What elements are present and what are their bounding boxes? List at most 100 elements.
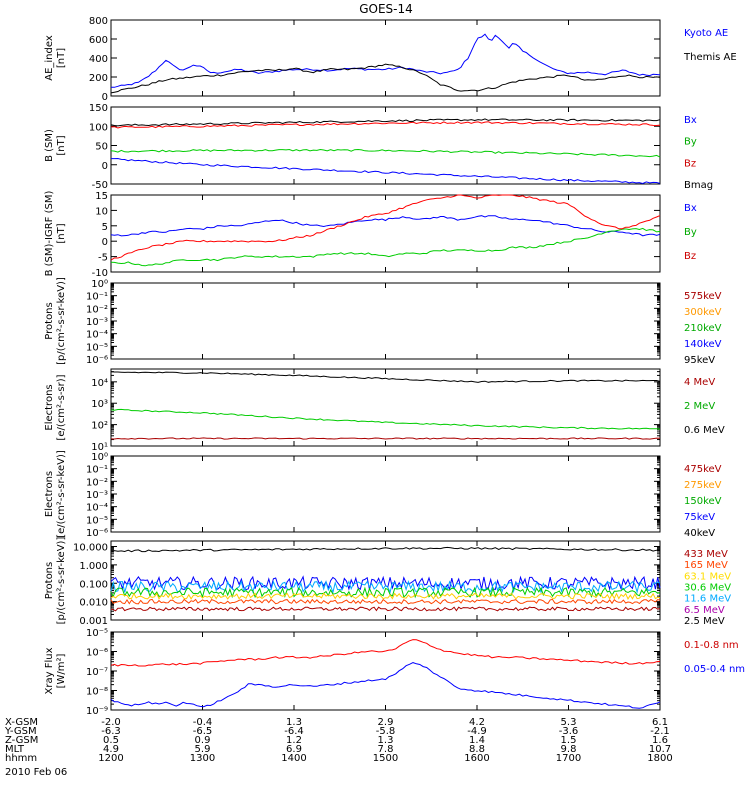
panel-frame [110, 631, 661, 711]
y-tick-label: 10⁻² [86, 304, 108, 315]
y-tick-label: 0 [102, 92, 108, 103]
legend-entry: 2 MeV [684, 401, 715, 412]
panel-ae: 0 200 400 600 800 AE_index[nT] Kyoto AE Themis … [44, 16, 737, 103]
ephemeris-value: 1200 [98, 753, 123, 764]
y-tick-label: 100 [89, 122, 108, 133]
legend-entry: 575keV [684, 291, 722, 302]
y-tick-label: -5 [98, 253, 108, 264]
y-tick-label: 10⁻⁶ [86, 528, 108, 539]
legend-entry: By [684, 137, 697, 148]
y-tick-label: 50 [95, 142, 108, 153]
ephemeris-value: 1.2 [286, 735, 302, 746]
ephemeris-value: 4.2 [469, 717, 485, 728]
ephemeris-value: 6.9 [286, 744, 302, 755]
legend-entry: Bz [684, 158, 696, 169]
legend-entry: 63.1 MeV [684, 571, 731, 582]
legend-entry: 210keV [684, 323, 722, 334]
legend-entry: 300keV [684, 307, 722, 318]
y-tick-label: -10 [92, 268, 108, 279]
panel-protons1: 10⁻⁶ 10⁻⁵10⁻⁴ 10⁻³ 10⁻²10⁻¹ 10⁰ Protons[p/(cm… [44, 277, 722, 366]
y-tick-label: 10⁻¹ [86, 465, 108, 476]
series-line-165-mev [110, 598, 661, 605]
y-tick-label: 10⁰ [91, 452, 108, 463]
panel-protons2: 0.001 0.010 0.100 1.000 10.000 Protons[p/(cm²… [44, 537, 731, 627]
panel-electrons2: 10⁻⁶ 10⁻⁵10⁻⁴ 10⁻³ 10⁻²10⁻¹ 10⁰ Electrons[e/(… [44, 450, 722, 539]
series-line-bx [111, 157, 661, 185]
legend-entry: 6.5 MeV [684, 605, 725, 616]
y-tick-label: 10⁻⁷ [86, 667, 108, 678]
ephemeris-value: 1800 [647, 753, 672, 764]
ephemeris-value: 4.9 [103, 744, 119, 755]
y-tick-label: 10⁻⁶ [86, 355, 108, 366]
ephemeris-value: 6.1 [652, 717, 668, 728]
y-tick-label: 600 [89, 35, 108, 46]
ephemeris-value: 1300 [190, 753, 215, 764]
y-tick-label: 10⁻¹ [86, 292, 108, 303]
y-tick-label: 10⁻⁶ [86, 648, 108, 659]
y-tick-label: 10⁻⁹ [86, 706, 108, 717]
legend-entry: 11.6 MeV [684, 594, 731, 605]
y-tick-label: 0 [102, 161, 108, 172]
legend-entry: 95keV [684, 355, 715, 366]
ephemeris-row-label: MLT [5, 744, 25, 755]
y-tick-label: 200 [89, 73, 108, 84]
legend-entry: Bmag [684, 180, 713, 191]
series-line-bmag [110, 118, 661, 127]
ephemeris-value: 1500 [373, 753, 398, 764]
series-line-2-5-mev [110, 546, 661, 553]
legend-entry: 0.1-0.8 nm [684, 640, 739, 651]
legend-entry: Bz [684, 251, 696, 262]
y-tick-label: 0.001 [79, 616, 108, 627]
y-tick-label: 150 [89, 103, 108, 114]
y-axis-label: Xray Flux[W/m²] [44, 647, 67, 694]
series-line-themis-ae [110, 63, 661, 94]
panel-frame [110, 106, 661, 185]
legend-entry: Bx [684, 115, 697, 126]
ephemeris-value: 8.8 [469, 744, 485, 755]
series-line-63-1-mev [110, 592, 661, 600]
legend-entry: By [684, 227, 697, 238]
ephemeris-value: -6.3 [101, 726, 121, 737]
series-line-0-05-0-4-nm [110, 662, 661, 709]
panel-frame [110, 368, 661, 447]
panel-bsm: -50 0 50 100 150 B (SM)[nT] Bx By Bz Bmag [44, 103, 713, 191]
legend-entry: Bx [684, 203, 697, 214]
series-line-kyoto-ae [110, 33, 661, 88]
ephemeris-value: 5.3 [561, 717, 577, 728]
chart-title: GOES-14 [359, 2, 413, 16]
ephemeris-value: -0.4 [193, 717, 213, 728]
panels-layer: 0 200 400 600 800 AE_index[nT] Kyoto AE Themis … [44, 16, 745, 717]
series-line-0-1-0-8-nm [110, 639, 661, 667]
y-tick-label: 10⁻⁸ [86, 687, 108, 698]
panel-frame [110, 282, 661, 360]
y-tick-label: 800 [89, 16, 108, 27]
y-axis-label: Protons[p/(cm²-s-sr-keV)] [44, 277, 67, 365]
y-tick-label: 10⁻² [86, 477, 108, 488]
legend-entry: 75keV [684, 512, 715, 523]
ephemeris-row-label: Z-GSM [5, 735, 38, 746]
legend-entry: 165 MeV [684, 560, 728, 571]
ephemeris-value: 1.3 [378, 735, 394, 746]
legend-entry: 2.5 MeV [684, 616, 725, 627]
ephemeris-value: 5.9 [195, 744, 211, 755]
ephemeris-value: 1.5 [561, 735, 577, 746]
ephemeris-value: -3.6 [559, 726, 579, 737]
y-tick-label: 10³ [91, 399, 108, 410]
y-tick-label: 15 [95, 191, 108, 202]
y-tick-label: 10⁻⁵ [86, 515, 108, 526]
series-line-by [110, 148, 661, 158]
y-tick-label: 10⁻³ [86, 317, 108, 328]
legend-entry: Kyoto AE [684, 28, 728, 39]
ephemeris-value: -4.9 [467, 726, 487, 737]
y-tick-label: 1.000 [79, 561, 108, 572]
y-axis-label: AE_index[nT] [44, 35, 67, 81]
legend-entry: 30.6 MeV [684, 583, 731, 594]
ephemeris-value: 1700 [556, 753, 581, 764]
y-tick-label: 0 [102, 237, 108, 248]
ephemeris-value: -2.0 [101, 717, 121, 728]
ephemeris-row-label: hhmm [5, 753, 37, 764]
y-axis-label: B (SM)[nT] [44, 129, 67, 162]
ephemeris-row-label: X-GSM [5, 717, 38, 728]
y-tick-label: 10² [91, 421, 108, 432]
